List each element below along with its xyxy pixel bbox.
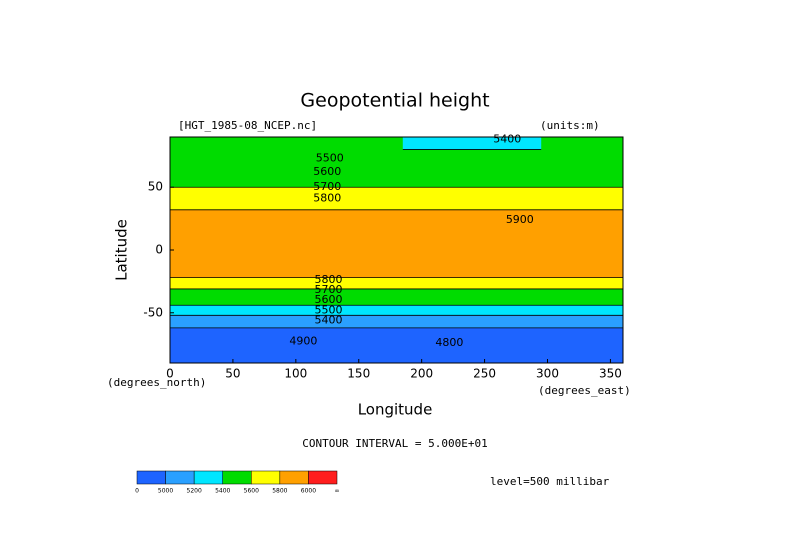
x-tick-label: 200 xyxy=(410,367,433,381)
y-tick-label: -50 xyxy=(143,305,163,319)
contour-band xyxy=(170,305,623,316)
contour-label: 5600 xyxy=(315,293,343,306)
colorbar-box xyxy=(136,470,166,485)
colorbar-label: ∞ xyxy=(335,488,340,495)
level-label: level=500 millibar xyxy=(490,475,610,488)
contour-label: 5800 xyxy=(315,273,343,286)
contour-label: 5400 xyxy=(315,313,343,326)
contour-label: 5700 xyxy=(315,283,343,296)
contour-label: 5800 xyxy=(313,192,341,205)
y-unit-label: (degrees_north) xyxy=(107,376,206,389)
contour-band xyxy=(170,137,623,188)
contour-label: 4800 xyxy=(435,336,463,349)
contour-band xyxy=(170,288,623,306)
x-axis-label: Longitude xyxy=(358,401,433,419)
chart-title: Geopotential height xyxy=(300,90,489,112)
x-tick-label: 50 xyxy=(225,367,240,381)
y-tick-label: 0 xyxy=(155,243,163,257)
colorbar-label: 5600 xyxy=(244,488,259,495)
colorbar-box xyxy=(222,470,252,485)
colorbar-box xyxy=(308,470,338,485)
colorbar-label: 5800 xyxy=(272,488,287,495)
contour-band xyxy=(402,137,542,150)
y-axis-label: Latitude xyxy=(113,219,131,281)
contour-label: 5700 xyxy=(313,180,341,193)
contour-band xyxy=(170,315,623,328)
contour-label: 5400 xyxy=(493,133,521,146)
contour-label: 5900 xyxy=(506,213,534,226)
colorbar-label: 0 xyxy=(135,488,139,495)
colorbar-box xyxy=(279,470,309,485)
plot-area: 5400550056005700580059005800570056005500… xyxy=(170,133,623,364)
contour-interval: CONTOUR INTERVAL = 5.000E+01 xyxy=(302,437,487,450)
contour-band xyxy=(170,209,623,278)
contour-band xyxy=(170,277,623,289)
colorbar-label: 5200 xyxy=(187,488,202,495)
file-label: [HGT_1985-08_NCEP.nc] xyxy=(178,119,317,132)
colorbar-box xyxy=(165,470,195,485)
colorbar-label: 5000 xyxy=(158,488,173,495)
x-tick-label: 250 xyxy=(473,367,496,381)
contour-band xyxy=(170,327,623,363)
contour-label: 5500 xyxy=(316,151,344,164)
contour-band xyxy=(170,187,623,210)
contour-label: 5500 xyxy=(315,303,343,316)
units-label: (units:m) xyxy=(540,119,600,132)
y-tick-label: 50 xyxy=(148,180,163,194)
colorbar-box xyxy=(251,470,281,485)
contour-label: 5600 xyxy=(313,165,341,178)
x-tick-label: 150 xyxy=(347,367,370,381)
colorbar-label: 6000 xyxy=(301,488,316,495)
colorbar-label: 5400 xyxy=(215,488,230,495)
x-tick-label: 100 xyxy=(284,367,307,381)
x-tick-label: 0 xyxy=(166,367,174,381)
x-tick-label: 350 xyxy=(599,367,622,381)
colorbar-box xyxy=(193,470,223,485)
x-unit-label: (degrees_east) xyxy=(538,384,631,397)
contour-label: 4900 xyxy=(289,335,317,348)
x-tick-label: 300 xyxy=(536,367,559,381)
